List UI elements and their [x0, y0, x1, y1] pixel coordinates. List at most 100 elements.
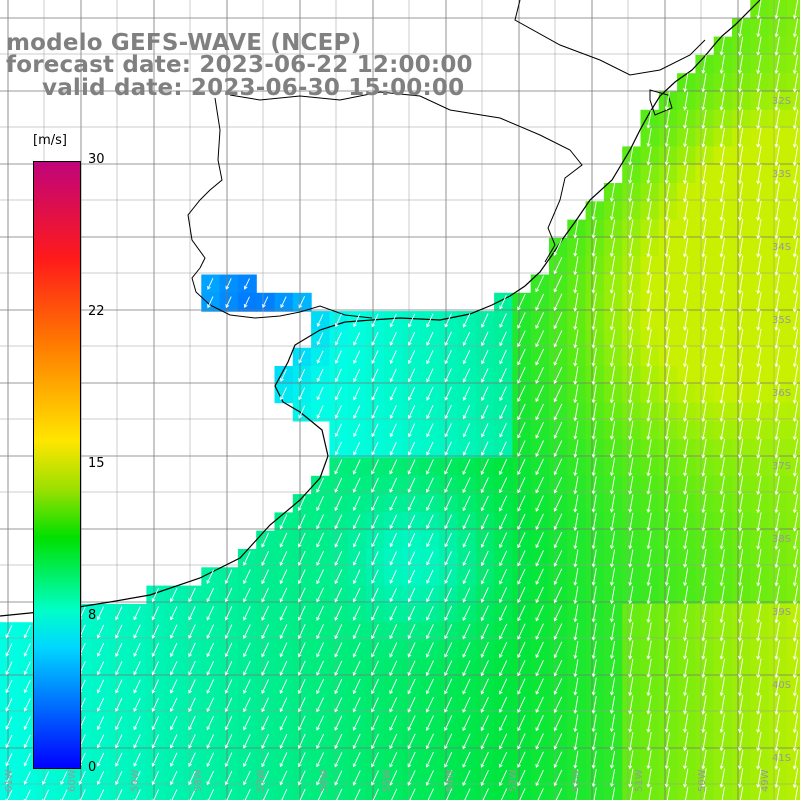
wind-arrow-head: [664, 124, 669, 129]
wind-arrow: [775, 109, 780, 129]
wind-arrow-head: [553, 507, 558, 512]
wind-arrow: [629, 622, 634, 641]
wind-arrow: [244, 789, 251, 800]
wind-arrow: [647, 365, 652, 385]
wind-arrow: [371, 386, 379, 400]
wind-arrow: [574, 219, 579, 238]
wind-arrow: [775, 640, 780, 660]
wind-arrow: [739, 750, 744, 769]
wind-arrow-head: [243, 303, 248, 308]
wind-arrow-head: [517, 525, 521, 530]
wind-arrow-head: [517, 452, 521, 457]
wind-arrow-head: [682, 198, 688, 203]
wind-arrow-head: [297, 580, 302, 585]
wind-arrow: [720, 585, 725, 604]
wind-arrow-head: [352, 763, 357, 768]
wind-arrow-head: [188, 616, 192, 621]
wind-arrow: [316, 477, 324, 493]
wind-arrow: [225, 734, 233, 749]
wind-arrow-head: [151, 671, 156, 676]
wind-arrow: [390, 313, 397, 327]
wind-arrow: [279, 642, 288, 657]
wind-arrow: [793, 640, 799, 660]
wind-arrow-head: [517, 672, 521, 677]
wind-arrow-head: [573, 654, 578, 659]
wind-arrow-head: [737, 363, 742, 368]
wind-arrow-head: [352, 726, 357, 731]
wind-arrow: [629, 567, 634, 586]
wind-arrow-head: [737, 747, 742, 752]
wind-arrow-head: [609, 308, 614, 313]
wind-arrow-head: [517, 379, 521, 384]
wind-arrow-head: [664, 436, 669, 441]
wind-arrow-head: [701, 527, 706, 532]
wind-arrow-head: [701, 490, 706, 495]
wind-arrow-head: [316, 359, 321, 364]
wind-arrow-head: [774, 765, 779, 770]
wind-arrow: [481, 477, 489, 493]
wind-arrow-head: [5, 780, 10, 785]
wind-arrow: [408, 331, 416, 346]
wind-arrow-head: [628, 326, 633, 331]
wind-arrow-head: [353, 433, 357, 438]
wind-arrow: [279, 679, 288, 694]
wind-arrow: [353, 660, 361, 676]
wind-arrow: [389, 733, 398, 749]
wind-arrow: [462, 459, 471, 475]
wind-arrow-head: [389, 745, 393, 750]
wind-arrow: [702, 420, 707, 440]
wind-arrow: [334, 660, 343, 676]
wind-arrow-head: [389, 708, 393, 713]
wind-arrow: [535, 330, 545, 347]
wind-arrow: [647, 420, 652, 440]
wind-arrow: [665, 512, 670, 531]
wind-arrow: [757, 145, 762, 166]
wind-arrow-head: [553, 635, 558, 640]
wind-arrow-head: [498, 489, 503, 494]
wind-arrow: [592, 476, 597, 494]
wind-arrow: [353, 733, 361, 749]
wind-arrow: [720, 676, 725, 696]
wind-arrow-head: [701, 106, 706, 111]
wind-arrow-head: [96, 707, 101, 712]
wind-arrow: [444, 386, 452, 401]
wind-arrow: [426, 441, 434, 455]
wind-arrow: [702, 512, 707, 531]
wind-arrow-head: [261, 580, 266, 585]
wind-arrow: [647, 255, 652, 275]
wind-arrow-head: [169, 707, 174, 712]
wind-arrow-head: [407, 635, 412, 640]
wind-arrow: [389, 477, 398, 493]
wind-arrow: [334, 715, 343, 731]
wind-arrow: [776, 786, 780, 800]
lat-label: 33S: [772, 169, 791, 180]
wind-arrow: [188, 587, 196, 602]
wind-arrow: [611, 476, 616, 494]
wind-arrow: [665, 585, 670, 604]
wind-arrow-head: [462, 396, 467, 401]
wind-arrow-head: [792, 162, 797, 167]
wind-arrow-head: [646, 472, 651, 477]
wind-arrow: [574, 750, 579, 768]
wind-arrow: [793, 603, 799, 623]
wind-arrow-head: [683, 88, 688, 93]
wind-arrow-head: [609, 600, 614, 605]
wind-arrow-head: [609, 691, 614, 696]
wind-arrow: [279, 587, 288, 602]
wind-arrow: [389, 642, 398, 657]
wind-arrow: [775, 145, 780, 166]
wind-arrow-head: [316, 671, 320, 676]
wind-arrow-head: [297, 543, 302, 548]
wind-arrow-head: [407, 726, 412, 731]
wind-arrow-head: [426, 616, 430, 621]
wind-arrow: [757, 621, 762, 641]
wind-arrow: [592, 237, 597, 257]
wind-arrow-head: [243, 598, 247, 603]
wind-arrow-head: [792, 216, 797, 221]
wind-arrow: [371, 441, 379, 455]
wind-arrow: [279, 532, 288, 547]
lat-label: 37S: [772, 461, 791, 472]
wind-arrow: [444, 733, 453, 749]
wind-arrow: [499, 349, 507, 364]
wind-arrow-head: [316, 414, 321, 419]
